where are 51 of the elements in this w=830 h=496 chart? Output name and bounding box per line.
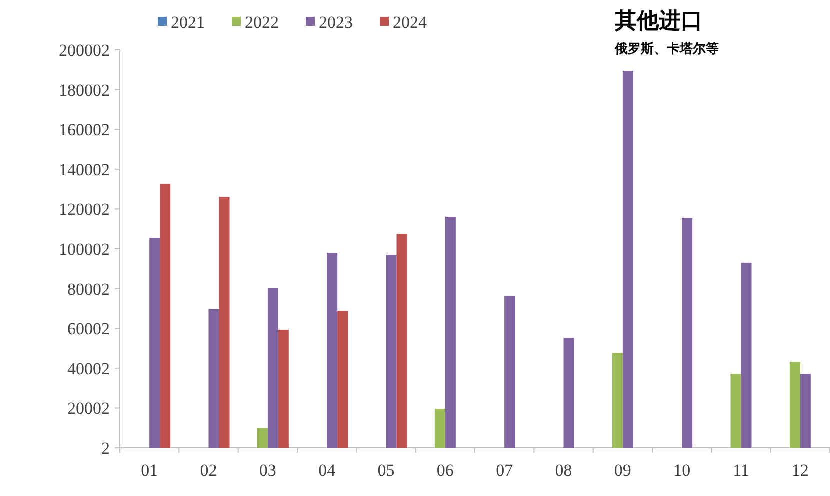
y-tick-label: 40002 <box>68 359 110 378</box>
x-tick-label: 03 <box>259 461 276 480</box>
bar <box>445 216 456 448</box>
y-tick-label: 100002 <box>59 240 110 259</box>
bar <box>278 330 289 448</box>
bar <box>257 428 268 448</box>
y-tick-label: 180002 <box>59 80 110 100</box>
bar <box>208 309 220 448</box>
y-tick-label: 60002 <box>68 320 110 339</box>
x-tick-label: 08 <box>555 461 572 480</box>
bar <box>741 262 752 448</box>
bar <box>504 296 516 448</box>
y-tick-label: 120002 <box>59 200 110 220</box>
bar <box>790 362 800 448</box>
x-tick-label: 04 <box>318 461 336 480</box>
bar <box>622 71 634 448</box>
bar <box>564 338 574 448</box>
y-tick-label: 20002 <box>68 399 110 418</box>
y-tick-label: 80002 <box>68 280 110 299</box>
bar <box>219 197 230 448</box>
bar <box>730 374 742 448</box>
bar <box>160 184 171 448</box>
bar <box>682 218 693 448</box>
bar <box>386 254 397 448</box>
legend-label: 2023 <box>319 13 353 32</box>
x-tick-label: 12 <box>792 461 809 480</box>
bar <box>150 238 160 448</box>
y-tick-label: 160002 <box>59 120 110 140</box>
legend-label: 2022 <box>245 13 279 32</box>
y-tick-label: 200002 <box>59 41 110 60</box>
legend-label: 2021 <box>171 13 205 32</box>
bar <box>434 409 446 448</box>
bar <box>338 311 348 448</box>
x-tick-label: 07 <box>496 461 514 480</box>
x-tick-label: 01 <box>141 461 158 480</box>
bar <box>327 252 338 448</box>
bar <box>268 288 278 448</box>
x-tick-label: 10 <box>674 461 691 480</box>
y-tick-label: 2 <box>102 439 110 458</box>
bar <box>612 353 623 448</box>
chart-subtitle: 俄罗斯、卡塔尔等 <box>614 42 719 57</box>
x-tick-label: 02 <box>200 461 218 480</box>
x-tick-label: 11 <box>733 461 750 480</box>
x-tick-label: 05 <box>378 461 395 480</box>
y-tick-label: 140002 <box>59 160 110 180</box>
chart-title: 其他进口 <box>614 9 703 34</box>
x-tick-label: 09 <box>614 461 632 480</box>
legend-label: 2024 <box>393 13 428 32</box>
x-tick-label: 06 <box>436 461 454 480</box>
bar <box>396 234 408 448</box>
bar <box>800 374 811 448</box>
